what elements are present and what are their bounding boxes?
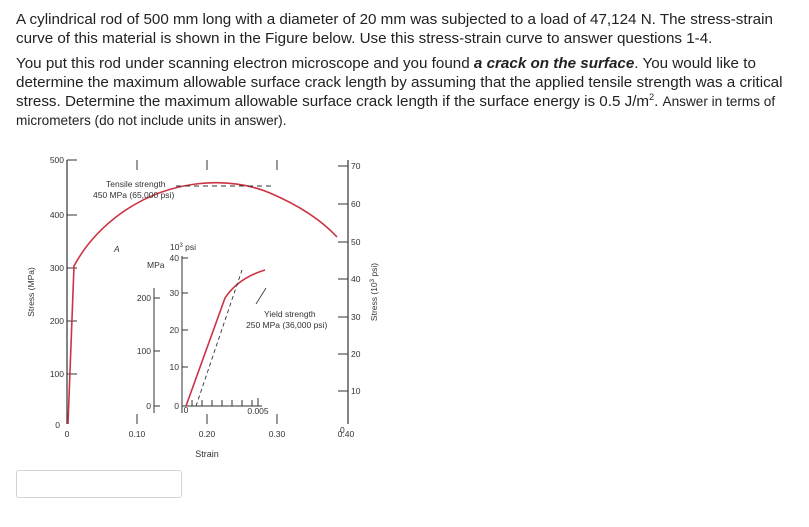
inset-psi-tick-10: 10: [170, 362, 180, 372]
offset-line: [195, 269, 243, 407]
inset-mpa-tick-0: 0: [146, 401, 151, 411]
inset-psi-tick-30: 30: [170, 288, 180, 298]
y-axis-label-left: Stress (MPa): [26, 267, 36, 317]
x-tick-0: 0: [65, 429, 70, 439]
x-tick-0.30: 0.30: [269, 429, 286, 439]
inset-mpa-tick-100: 100: [137, 346, 151, 356]
stress-strain-figure: 0 100 200 300 400 500 0 10 20 30 40 50 6…: [20, 148, 780, 468]
inset-psi-tick-20: 20: [170, 325, 180, 335]
inset-mpa-label: MPa: [147, 260, 165, 270]
inset-mpa-tick-200: 200: [137, 293, 151, 303]
point-a-label: A: [113, 244, 120, 254]
answer-input[interactable]: [16, 470, 182, 498]
left-tick-400: 400: [50, 210, 64, 220]
x-axis-label: Strain: [195, 449, 219, 459]
inset-curve: [185, 269, 266, 407]
question-p2-dot: .: [654, 93, 663, 110]
right-tick-10: 10: [351, 386, 361, 396]
right-tick-20: 20: [351, 349, 361, 359]
left-tick-300: 300: [50, 263, 64, 273]
right-tick-60: 60: [351, 199, 361, 209]
right-tick-30: 30: [351, 312, 361, 322]
y-axis-label-right: Stress (103 psi): [369, 263, 379, 321]
stress-strain-curve: [67, 181, 338, 425]
yield-strength-label-2: 250 MPa (36,000 psi): [246, 320, 327, 330]
right-tick-40: 40: [351, 274, 361, 284]
tensile-strength-label-2: 450 MPa (65,000 psi): [93, 190, 174, 200]
question-paragraph-1: A cylindrical rod of 500 mm long with a …: [16, 11, 773, 47]
stress-strain-chart: 0 100 200 300 400 500 0 10 20 30 40 50 6…: [26, 155, 379, 459]
left-tick-0: 0: [55, 420, 60, 430]
x-tick-0.20: 0.20: [199, 429, 216, 439]
yield-strength-label-1: Yield strength: [264, 309, 316, 319]
question-emphasis: a crack on the surface: [473, 55, 635, 72]
inset-psi-tick-0: 0: [174, 401, 179, 411]
question-p2-mid: . You would like to determine the maximu…: [16, 55, 783, 110]
left-tick-500: 500: [50, 155, 64, 165]
inset-psi-label: 103 psi: [170, 242, 196, 252]
inset-psi-tick-40: 40: [170, 253, 180, 263]
x-tick-0.10: 0.10: [129, 429, 146, 439]
x-tick-0.40: 0.40: [338, 429, 355, 439]
left-tick-100: 100: [50, 369, 64, 379]
question-paragraph-2: You put this rod under scanning electron…: [16, 54, 796, 130]
question-text: A cylindrical rod of 500 mm long with a …: [16, 10, 796, 136]
question-p2-pre: You put this rod under scanning electron…: [16, 55, 474, 72]
right-tick-0: 0: [340, 425, 345, 435]
right-tick-70: 70: [351, 161, 361, 171]
question-instruction: Answer in terms of micrometers (do not i…: [16, 94, 776, 128]
question-p2-sup: 2: [649, 91, 655, 102]
inset-x-zero: 0: [184, 405, 189, 415]
inset-x-tick-0.005: 0.005: [247, 406, 269, 416]
right-tick-50: 50: [351, 237, 361, 247]
left-tick-200: 200: [50, 316, 64, 326]
yield-leader-line: [255, 287, 267, 305]
tensile-strength-label-1: Tensile strength: [106, 179, 166, 189]
